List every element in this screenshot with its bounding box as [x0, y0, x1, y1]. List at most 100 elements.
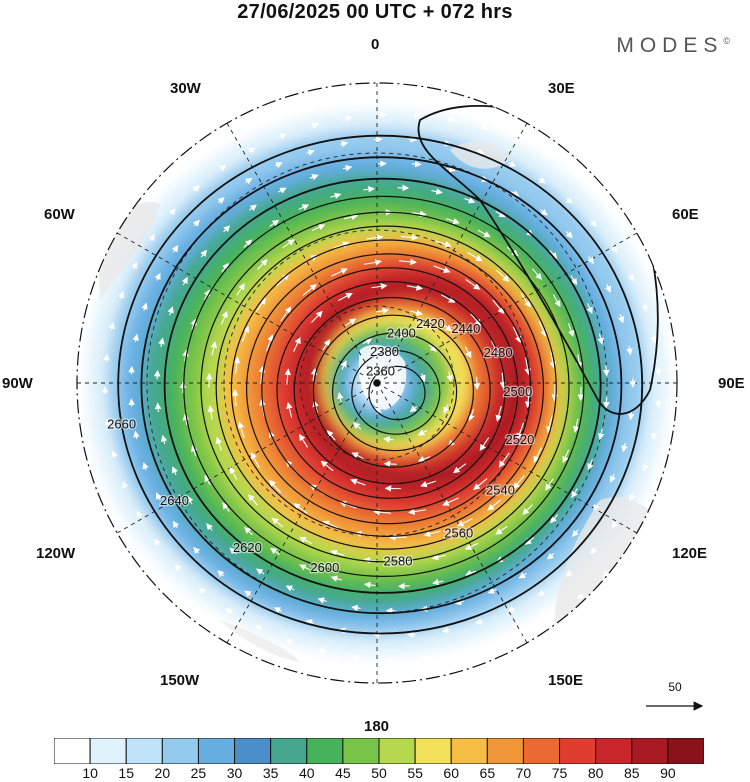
wind-arrow	[571, 529, 579, 537]
wind-arrow	[629, 493, 636, 502]
wind-arrow	[269, 479, 282, 494]
wind-arrow	[491, 340, 499, 356]
wind-arrow	[568, 323, 575, 338]
colorbar-tick-label: 10	[82, 765, 98, 781]
wind-arrow	[220, 310, 228, 325]
colorbar-tick-label: 75	[551, 765, 568, 781]
colorbar-tick-label: 45	[335, 765, 351, 781]
wind-arrow	[256, 568, 265, 575]
contour-line	[215, 225, 557, 550]
wind-arrow	[331, 268, 348, 277]
wind-arrow	[549, 250, 558, 260]
contour-line	[200, 211, 570, 563]
wind-arrow	[104, 418, 112, 427]
wind-arrow	[454, 598, 464, 606]
wind-arrow	[549, 611, 557, 619]
wind-arrow	[475, 618, 484, 625]
wind-arrow	[330, 192, 342, 200]
wind-arrow	[136, 510, 143, 519]
wind-arrow	[122, 481, 129, 489]
contour-label: 2560	[444, 526, 473, 541]
wind-arrow	[408, 508, 426, 515]
wind-arrow	[309, 174, 319, 181]
wind-arrow	[171, 466, 178, 476]
wind-arrow	[549, 351, 557, 369]
wind-arrow	[171, 245, 179, 253]
wind-arrow	[565, 196, 573, 204]
wind-arrow	[442, 497, 459, 506]
wind-arrow	[250, 452, 260, 468]
wind-arrow	[191, 444, 198, 456]
wind-arrow	[132, 333, 139, 343]
contour-line	[276, 281, 506, 499]
wind-arrow	[200, 249, 207, 258]
contour-line	[183, 195, 585, 577]
wind-arrow	[420, 480, 436, 488]
wind-arrow	[495, 406, 502, 422]
wind-arrow	[192, 219, 200, 227]
wind-arrow	[617, 314, 625, 324]
colorbar-swatch	[54, 738, 91, 764]
wind-arrow	[131, 261, 138, 270]
wind-arrow	[311, 310, 323, 323]
wind-arrow	[293, 336, 301, 352]
contour-label: 2420	[416, 316, 445, 331]
wind-arrow	[245, 177, 253, 185]
wind-arrow	[207, 405, 215, 420]
wind-arrow	[545, 478, 554, 491]
lon-label-150w: 150W	[160, 672, 200, 689]
contour-label: 2580	[384, 553, 413, 568]
contour-line	[293, 296, 491, 485]
wind-arrow	[338, 292, 353, 301]
wind-arrow	[371, 283, 388, 290]
wind-arrow	[551, 383, 559, 402]
wind-arrow	[495, 210, 506, 218]
wind-arrow	[420, 654, 429, 662]
wind-arrow	[363, 581, 376, 589]
wind-arrow	[518, 572, 527, 579]
colorbar	[54, 738, 704, 764]
wind-arrow	[254, 625, 262, 632]
reference-vector: 50	[640, 680, 710, 720]
wind-arrow	[265, 334, 274, 352]
contour-label: 2440	[451, 321, 480, 336]
wind-arrow	[609, 473, 617, 483]
wind-arrow	[311, 122, 320, 129]
wind-arrow	[473, 478, 488, 491]
wind-arrow	[412, 210, 427, 218]
wind-arrow	[142, 462, 149, 471]
wind-arrow	[160, 434, 168, 445]
wind-arrow	[351, 654, 360, 661]
wind-arrow	[670, 459, 677, 468]
wind-arrow	[467, 252, 483, 262]
wind-arrow	[155, 492, 162, 501]
wind-arrow	[317, 597, 327, 604]
wind-arrow	[550, 514, 559, 524]
wind-arrow	[533, 447, 543, 463]
copyright-mark: ©	[723, 36, 730, 46]
wind-arrow	[362, 338, 373, 345]
wind-arrow	[340, 360, 347, 370]
map-boundary	[76, 82, 678, 684]
contour-label: 2600	[310, 560, 339, 575]
wind-arrow	[610, 245, 618, 254]
wind-arrow	[248, 204, 257, 212]
wind-arrow	[373, 508, 392, 516]
brand-logo: MODES©	[616, 34, 730, 58]
pole-marker	[373, 379, 381, 387]
wind-arrow	[417, 456, 431, 463]
colorbar-swatch	[486, 738, 524, 764]
wind-arrow	[285, 638, 294, 645]
wind-arrow	[219, 164, 227, 172]
colorbar-swatch	[270, 738, 308, 764]
wind-arrow	[443, 404, 450, 414]
wind-arrow	[215, 436, 222, 451]
colorbar-tick-label: 60	[443, 765, 459, 781]
wind-arrow	[278, 187, 287, 194]
wind-arrow	[217, 197, 225, 204]
wind-arrow	[322, 339, 331, 351]
contour-label: 2520	[505, 432, 534, 447]
colorbar-tick-label: 20	[154, 765, 171, 781]
wind-arrow	[192, 185, 200, 193]
wind-arrow	[611, 521, 619, 529]
